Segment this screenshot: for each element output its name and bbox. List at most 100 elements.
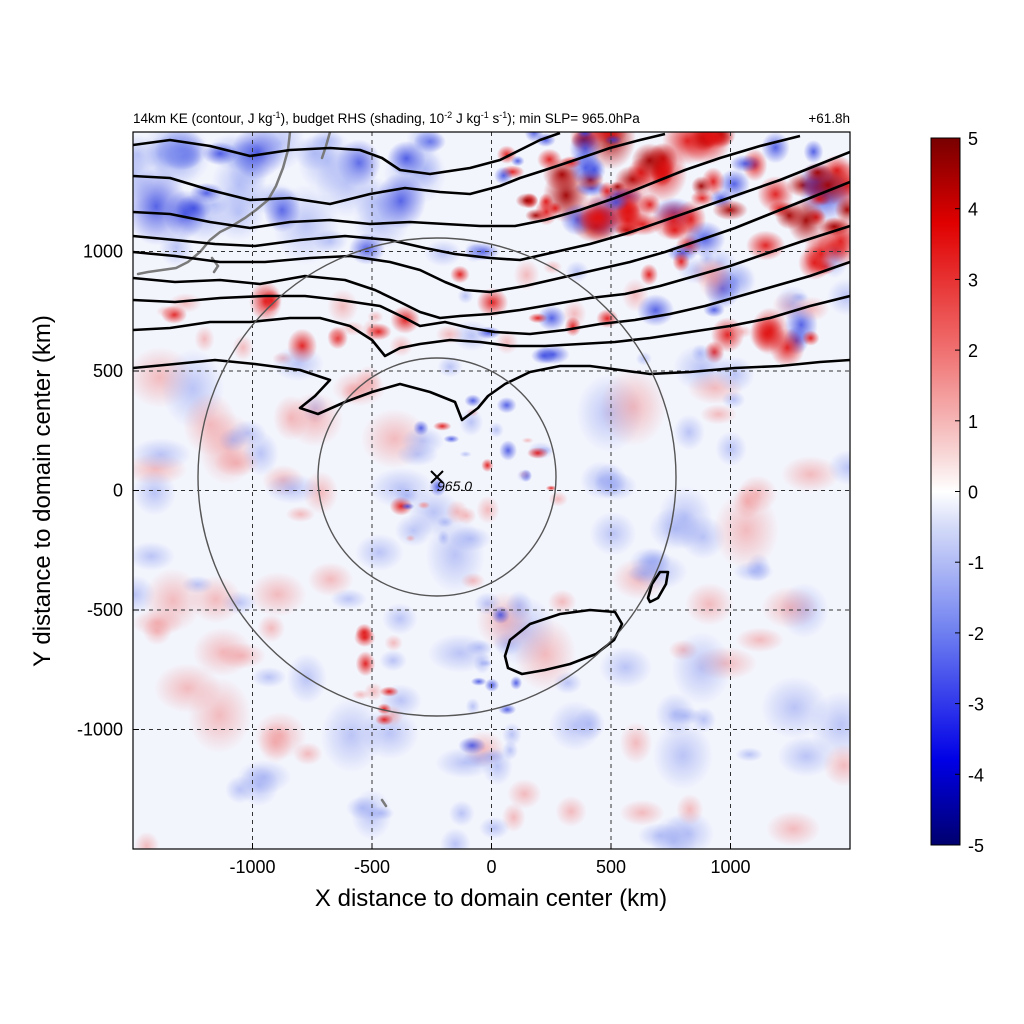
shading-blob [547, 589, 577, 615]
shading-blob [619, 799, 665, 826]
shading-blob [801, 330, 820, 346]
shading-blob [598, 646, 653, 689]
colorbar-tick-label: 4 [968, 200, 978, 220]
shading-blob [635, 351, 653, 366]
shading-blob [143, 568, 203, 633]
shading-blob [423, 239, 463, 267]
colorbar-tick-label: -3 [968, 695, 984, 715]
shading-blob [820, 244, 848, 279]
shading-blob [513, 259, 540, 291]
ke-contour-1 [133, 132, 561, 176]
shading-blob [479, 659, 493, 667]
shading-blob [496, 397, 517, 414]
shading-blob [213, 449, 260, 477]
shading-blob [327, 329, 345, 342]
shading-blob [457, 288, 474, 304]
shading-blob [315, 149, 379, 218]
shading-blob [192, 627, 253, 677]
shading-blob [379, 649, 407, 672]
ke-contour-2 [133, 132, 666, 206]
shading-blob [153, 663, 222, 714]
shading-blob [379, 686, 399, 697]
shading-blob [604, 134, 622, 145]
shading-blob [437, 356, 463, 378]
shading-blob [639, 263, 659, 286]
shading-blob [286, 652, 328, 705]
shading-blob [351, 689, 370, 700]
shading-blob [713, 490, 779, 570]
ke-contour-9 [133, 358, 850, 422]
shading-blob [638, 193, 661, 216]
shading-blob [384, 634, 403, 652]
shading-blob [417, 501, 430, 509]
shading-blob [320, 697, 383, 774]
shading-blob [594, 463, 628, 499]
shading-blob [564, 316, 582, 337]
shading-blob [405, 534, 416, 542]
shading-blob [777, 735, 836, 777]
coastline-north [136, 132, 292, 276]
range-ring-inner [317, 357, 557, 597]
colorbar: -5 -4 -3 -2 -1 0 1 2 3 4 5 [930, 129, 984, 856]
y-axis-ticks: -1000 -500 0 500 1000 [77, 242, 139, 740]
shading-blob [149, 132, 212, 187]
plot-area: 965.0 [133, 132, 850, 849]
ke-contour-8 [133, 294, 850, 358]
shading-blob [735, 627, 785, 653]
shading-blob [602, 193, 630, 212]
shading-blob [494, 166, 513, 185]
shading-blob [375, 713, 394, 726]
shading-blob [827, 449, 850, 486]
shading-blob [450, 265, 470, 284]
shading-blob [760, 676, 829, 740]
shading-blob [443, 435, 460, 443]
range-rings [197, 237, 677, 717]
ke-contour-5 [133, 180, 850, 294]
shading-blob [582, 156, 606, 183]
shading-blob [331, 370, 387, 407]
shading-blob [548, 700, 602, 752]
shading-blob [449, 526, 492, 552]
shading-blob [650, 815, 698, 849]
shading-blob [459, 408, 484, 437]
shading-blob [495, 330, 519, 355]
shading-blob [133, 438, 192, 471]
shading-blob [182, 392, 238, 456]
storm-center: 965.0 [430, 470, 472, 494]
range-ring-outer [197, 237, 677, 717]
shading-blob [261, 289, 282, 312]
shading-blob [712, 199, 748, 221]
shading-blob [436, 516, 454, 528]
shading-blob [721, 390, 746, 409]
shading-blob [499, 440, 518, 461]
shading-blob [478, 816, 510, 840]
shading-blob [619, 721, 653, 765]
colorbar-tick-label: -5 [968, 836, 984, 856]
y-tick-label: 0 [113, 481, 123, 501]
shading-blob [228, 420, 267, 447]
shading-blob [515, 193, 539, 209]
shading-blob [460, 572, 486, 589]
ke-contour-4 [133, 150, 850, 262]
shading-field [133, 132, 850, 849]
coastline-northeast [320, 132, 332, 160]
shading-blob [258, 721, 293, 764]
shading-blob [168, 293, 203, 314]
shading-blob [528, 313, 548, 324]
colorbar-tick-label: 0 [968, 483, 978, 503]
shading-blob [565, 260, 590, 283]
shading-blob [765, 810, 821, 847]
shading-blob [657, 485, 713, 550]
shading-blob [631, 143, 668, 179]
shading-blob [390, 305, 421, 334]
shading-blob [459, 451, 472, 458]
shading-blob [382, 602, 418, 635]
shading-blob [538, 193, 554, 211]
x-axis-title: X distance to domain center (km) [315, 885, 667, 912]
shading-blob [530, 347, 558, 365]
shading-blob [473, 592, 502, 616]
shading-blob [502, 722, 522, 747]
shading-blob [803, 139, 824, 164]
shading-blob [699, 404, 738, 425]
shading-blob [464, 394, 482, 408]
